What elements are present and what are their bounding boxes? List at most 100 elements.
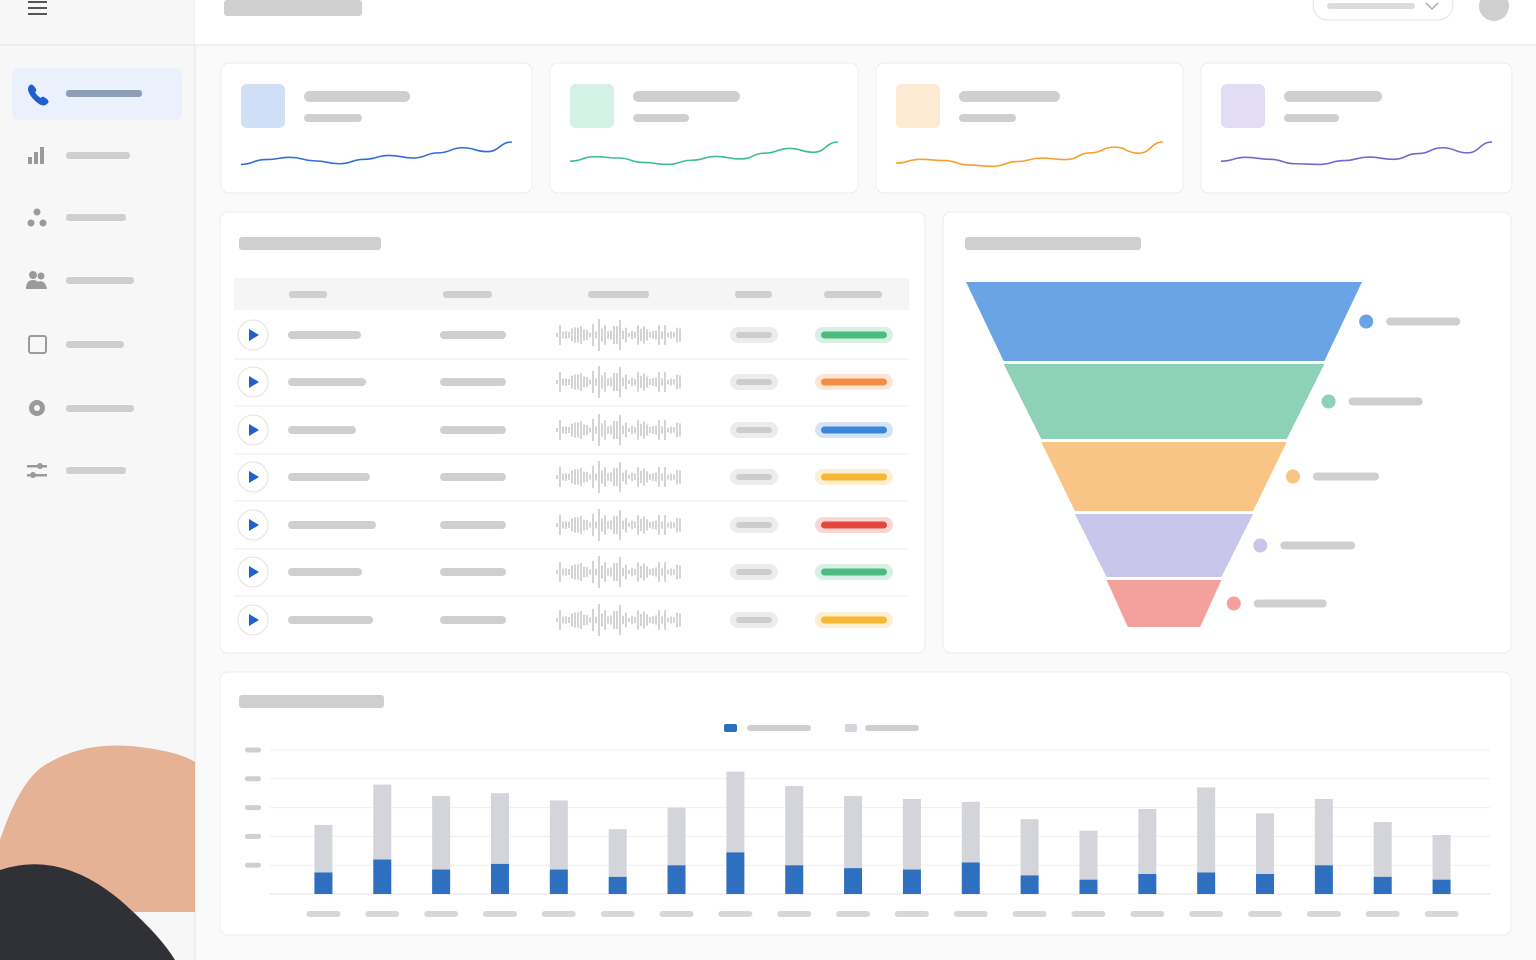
x-tick-label-placeholder (1424, 911, 1459, 917)
bar-segment (1373, 822, 1392, 877)
waveform (556, 509, 681, 541)
x-tick-label-placeholder (1248, 911, 1283, 917)
legend-swatch (845, 724, 857, 732)
bar-segment (844, 868, 863, 894)
play-icon (249, 376, 259, 388)
caller-placeholder (288, 616, 373, 624)
play-icon (249, 566, 259, 578)
card-title-placeholder (239, 695, 384, 708)
sparkline (569, 141, 839, 166)
legend-swatch (724, 724, 737, 732)
legend-dot (1285, 469, 1300, 484)
caller-placeholder (288, 521, 376, 529)
bar-segment (961, 862, 980, 894)
x-tick-label-placeholder (659, 911, 694, 917)
caller-placeholder (288, 426, 356, 434)
kpi-card (220, 62, 533, 194)
x-tick-label-placeholder (1012, 911, 1047, 917)
duration-placeholder (736, 617, 772, 623)
kpi-icon (570, 84, 614, 128)
play-icon (249, 519, 259, 531)
bar-chart-card (219, 671, 1512, 936)
bar-segment (902, 869, 921, 894)
bar-segment (961, 801, 980, 863)
legend-label-placeholder (1280, 541, 1356, 550)
duration-placeholder (736, 427, 772, 433)
waveform (556, 604, 681, 636)
sparkline (240, 141, 513, 166)
kpi-title-placeholder (1284, 91, 1382, 102)
kpi-value-placeholder (1284, 114, 1339, 122)
hand (0, 745, 195, 960)
bar-segment (1314, 798, 1333, 866)
y-tick-label-placeholder (245, 862, 261, 868)
bar-segment (1314, 865, 1333, 894)
bar-segment (490, 863, 509, 894)
bar-segment (726, 852, 745, 894)
caller-placeholder (288, 473, 370, 481)
avatar[interactable] (1479, 0, 1509, 21)
y-tick-label-placeholder (245, 747, 261, 753)
bar-segment (432, 796, 451, 870)
duration-placeholder (736, 379, 772, 385)
bar-segment (1138, 809, 1157, 874)
bar-segment (667, 807, 686, 866)
legend-dot (1359, 314, 1374, 329)
kpi-title-placeholder (633, 91, 740, 102)
x-tick-label-placeholder (541, 911, 576, 917)
bar-segment (314, 872, 333, 894)
kpi-value-placeholder (959, 114, 1016, 122)
legend-dot (1253, 538, 1268, 553)
duration-placeholder (736, 474, 772, 480)
top-bar (195, 0, 1536, 45)
status-bar (821, 331, 887, 339)
bar-segment (1020, 819, 1039, 876)
table-header (234, 278, 909, 310)
date-dropdown[interactable] (1312, 0, 1454, 21)
play-icon (249, 329, 259, 341)
x-tick-label-placeholder (1365, 911, 1400, 917)
sparkline (895, 141, 1164, 168)
nav-label-placeholder (66, 152, 134, 474)
time-placeholder (440, 426, 506, 434)
play-icon (249, 424, 259, 436)
duration-placeholder (736, 332, 772, 338)
bar-segment (1138, 873, 1157, 894)
bar-segment (1256, 873, 1275, 894)
caller-placeholder (288, 568, 362, 576)
bar-segment (1079, 879, 1098, 894)
time-placeholder (440, 378, 506, 386)
funnel-stage (966, 282, 1362, 361)
waveform (556, 461, 681, 493)
bar-segment (1197, 787, 1216, 873)
bar-segment (1256, 813, 1275, 874)
legend-dot (1321, 394, 1336, 409)
y-tick-label-placeholder (245, 833, 261, 839)
funnel-stage (1074, 514, 1254, 577)
card-title-placeholder (965, 237, 1141, 250)
sparkline (1220, 141, 1493, 166)
time-placeholder (440, 521, 506, 529)
bar-segment (1432, 834, 1451, 880)
caller-placeholder (288, 331, 361, 339)
x-tick-label-placeholder (482, 911, 517, 917)
legend-label-placeholder (1253, 599, 1327, 608)
x-tick-label-placeholder (953, 911, 988, 917)
legend-label-placeholder (1312, 472, 1379, 481)
caller-placeholder (288, 378, 366, 386)
x-tick-label-placeholder (1189, 911, 1224, 917)
bar-segment (1373, 876, 1392, 894)
play-icon (249, 614, 259, 626)
x-tick-label-placeholder (1306, 911, 1341, 917)
status-bar (821, 616, 887, 624)
menu-button[interactable] (28, 1, 47, 15)
bar-segment (785, 786, 804, 866)
nav (12, 68, 182, 478)
kpi-icon (241, 84, 285, 128)
waveform (556, 319, 681, 351)
x-tick-label-placeholder (894, 911, 929, 917)
x-tick-label-placeholder (365, 911, 400, 917)
time-placeholder (440, 568, 506, 576)
x-tick-label-placeholder (1130, 911, 1165, 917)
